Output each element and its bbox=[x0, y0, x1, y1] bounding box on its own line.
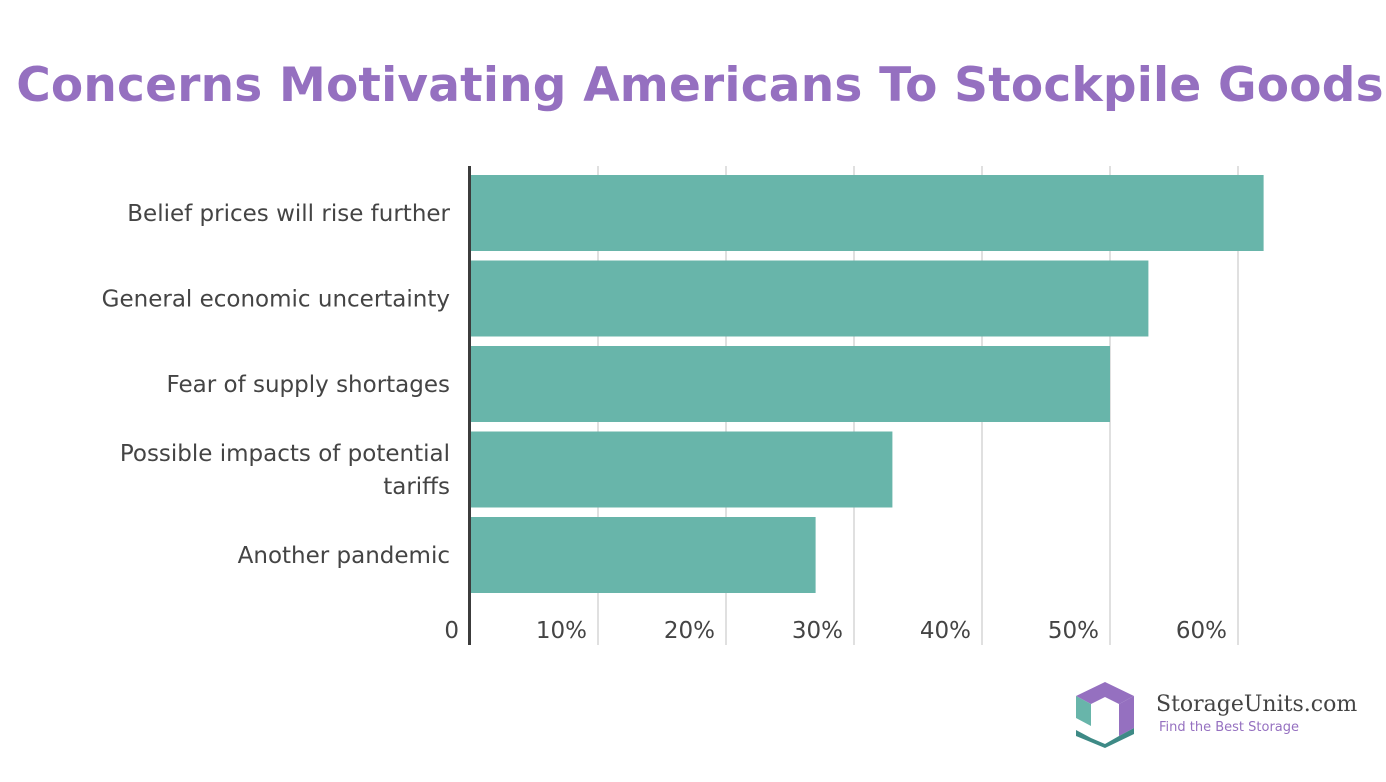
x-tick-label-10: 10% bbox=[536, 618, 587, 644]
storageunits-logo: StorageUnits.com Find the Best Storage bbox=[1072, 680, 1372, 750]
x-tick-label-20: 20% bbox=[664, 618, 715, 644]
category-labels: Belief prices will rise further General e… bbox=[102, 201, 451, 569]
bar-1 bbox=[470, 260, 1149, 337]
x-tick-label-60: 60% bbox=[1176, 618, 1227, 644]
chart-title: Concerns Motivating Americans To Stockpi… bbox=[16, 58, 1384, 113]
category-label-3-0: Possible impacts of potential bbox=[120, 441, 450, 467]
x-tick-labels: 0 10% 20% 30% 40% 50% 60% bbox=[444, 618, 1227, 644]
hexagon-box-icon bbox=[1076, 682, 1134, 748]
x-tick-label-0: 0 bbox=[444, 618, 459, 644]
category-label-1-0: General economic uncertainty bbox=[102, 287, 450, 313]
bars bbox=[470, 175, 1264, 593]
bar-0 bbox=[470, 175, 1264, 251]
category-label-4-0: Another pandemic bbox=[238, 543, 450, 569]
bar-4 bbox=[470, 517, 816, 593]
bar-2 bbox=[470, 346, 1110, 422]
logo-name: StorageUnits.com bbox=[1156, 692, 1358, 717]
x-tick-label-30: 30% bbox=[792, 618, 843, 644]
category-label-3-1: tariffs bbox=[383, 474, 450, 500]
x-tick-label-40: 40% bbox=[920, 618, 971, 644]
bar-3 bbox=[470, 431, 893, 508]
x-tick-label-50: 50% bbox=[1048, 618, 1099, 644]
category-label-2-0: Fear of supply shortages bbox=[167, 372, 450, 398]
category-label-0-0: Belief prices will rise further bbox=[127, 201, 450, 227]
logo-tagline: Find the Best Storage bbox=[1159, 720, 1300, 735]
